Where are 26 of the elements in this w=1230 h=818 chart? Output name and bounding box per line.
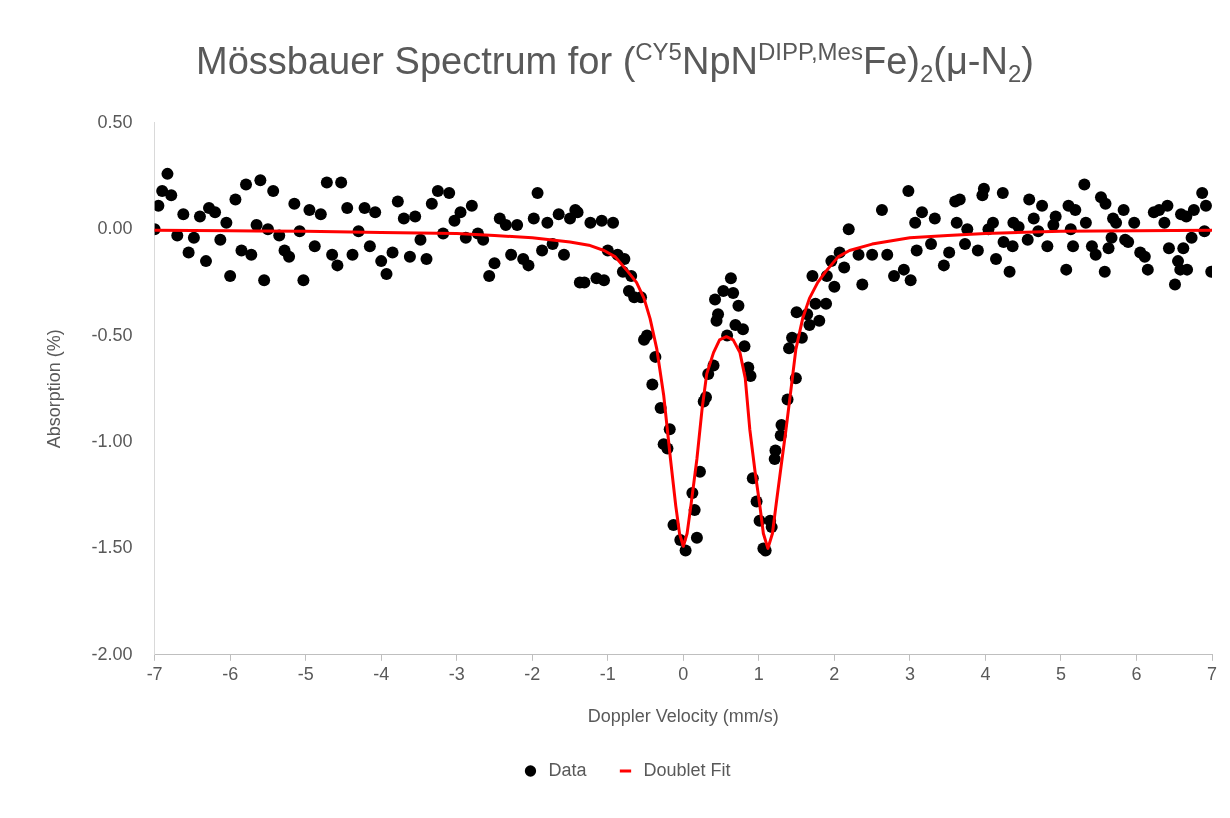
x-axis-title: Doppler Velocity (mm/s) [587, 706, 779, 727]
x-tick-label: 7 [1206, 663, 1218, 684]
x-tick-label: 3 [904, 663, 915, 684]
x-tick-label: -1 [599, 663, 616, 684]
x-tick-label: -4 [373, 663, 390, 684]
y-tick-label: -2.00 [91, 643, 133, 664]
x-tick-label: -3 [448, 663, 465, 684]
y-tick-label: -0.50 [91, 324, 133, 345]
legend-label: Data [548, 759, 588, 780]
x-tick-label: -5 [297, 663, 314, 684]
y-tick-label: -1.50 [91, 537, 133, 558]
x-tick-label: 0 [678, 663, 689, 684]
x-tick-label: -7 [146, 663, 163, 684]
legend-label: Doublet Fit [643, 759, 731, 780]
y-axis-title: Absorption (%) [43, 329, 64, 449]
y-tick-label: 0.00 [97, 218, 133, 239]
x-tick-label: 2 [829, 663, 840, 684]
x-tick-label: 6 [1131, 663, 1142, 684]
x-tick-label: 5 [1055, 663, 1066, 684]
x-tick-label: 4 [980, 663, 991, 684]
x-tick-label: 1 [753, 663, 764, 684]
chart-title: Mössbauer Spectrum for ($^{CY5}$NpN$^{DIPP,Mes}$Fe)$_{2}$(μ-N$_{2}$) [196, 38, 1034, 88]
y-tick-label: -1.00 [91, 430, 133, 451]
y-tick-label: 0.50 [97, 111, 133, 132]
x-tick-label: -6 [222, 663, 239, 684]
x-tick-label: -2 [524, 663, 541, 684]
